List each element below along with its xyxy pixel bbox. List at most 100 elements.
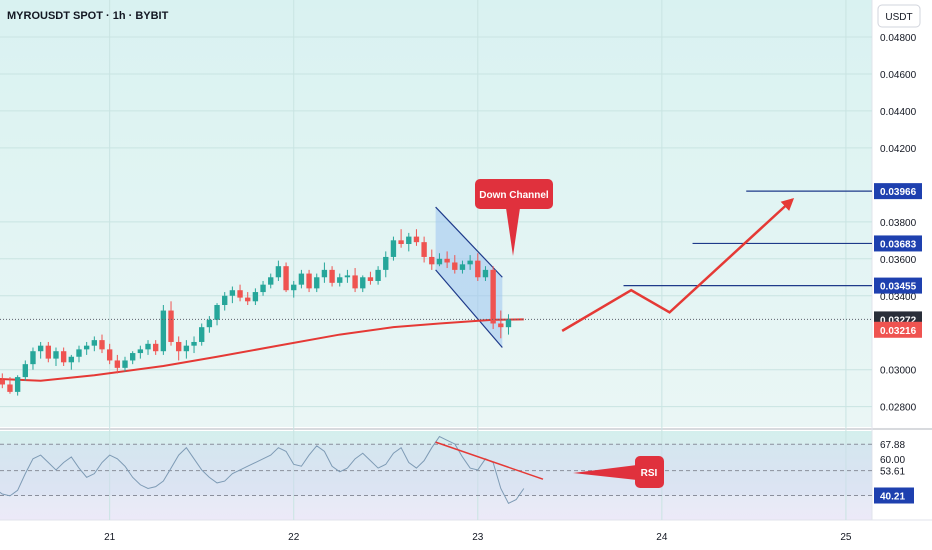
- currency-button[interactable]: USDT: [877, 4, 921, 28]
- rsi-trendline: [435, 441, 544, 480]
- price-tick-label: 0.03000: [880, 366, 917, 377]
- candle-body: [268, 277, 274, 285]
- red-level-label: 0.03216: [880, 326, 917, 337]
- candle-body: [206, 319, 213, 328]
- candle-body: [406, 236, 412, 244]
- candle-body: [337, 277, 343, 283]
- candle-body: [153, 343, 159, 352]
- candle-body: [145, 343, 151, 350]
- candle-body: [482, 269, 489, 278]
- moving-average: [0, 318, 524, 382]
- level-label: 0.03966: [880, 187, 917, 198]
- candle-body: [459, 264, 466, 270]
- down-channel-pointer: [506, 208, 520, 256]
- rsi-bands: [0, 443, 872, 497]
- rsi-callout: RSI: [573, 456, 664, 488]
- level-label: 0.03683: [880, 239, 917, 250]
- candle-body: [106, 349, 113, 361]
- candle-body: [275, 266, 282, 278]
- down-channel: [435, 206, 503, 348]
- candles: [0, 229, 512, 396]
- candle-body: [252, 292, 259, 302]
- rsi-polyline: [0, 435, 525, 504]
- candle-body: [68, 356, 75, 363]
- candle-body: [367, 277, 374, 281]
- price-tick-label: 0.04200: [880, 144, 917, 155]
- candle-body: [137, 349, 144, 354]
- level-label: 0.03455: [880, 282, 917, 293]
- candle-body: [214, 305, 220, 320]
- candle-body: [390, 240, 397, 257]
- candle-body: [129, 353, 136, 361]
- candle-body: [398, 240, 404, 244]
- time-axis-labels: 21 22 23 24 25: [104, 532, 852, 543]
- rsi-band-fill: [0, 444, 872, 496]
- callouts: Down Channel RSI: [475, 179, 664, 488]
- projection-arrow: [561, 197, 795, 332]
- rsi-tick-label: 53.61: [880, 467, 905, 478]
- down-channel-upper: [435, 206, 503, 278]
- candle-body: [14, 377, 21, 392]
- candle-body: [183, 345, 190, 352]
- moving-average-line: [0, 318, 524, 382]
- candle-body: [436, 258, 443, 265]
- price-tick-label: 0.04400: [880, 107, 917, 118]
- candle-body: [229, 290, 236, 296]
- time-tick-label: 22: [288, 532, 300, 543]
- candle-body: [429, 256, 435, 265]
- candle-body: [314, 277, 320, 289]
- candle-body: [222, 295, 228, 305]
- price-tick-label: 0.03400: [880, 292, 917, 303]
- price-tick-label: 0.04600: [880, 70, 917, 81]
- time-tick-label: 25: [840, 532, 852, 543]
- candle-body: [298, 273, 305, 285]
- candle-body: [0, 379, 5, 385]
- candle-body: [344, 275, 351, 278]
- chart-title: MYROUSDT SPOT · 1h · BYBIT: [7, 10, 169, 22]
- candle-body: [191, 341, 197, 346]
- candle-body: [176, 341, 182, 352]
- red-level-tag: [874, 321, 922, 338]
- candle-body: [260, 284, 266, 293]
- rsi-box: [635, 456, 664, 488]
- rsi-value-tag: [874, 487, 914, 504]
- projection-path: [561, 197, 795, 332]
- candle-body: [53, 351, 59, 359]
- candle-body: [329, 269, 335, 283]
- candle-body: [306, 273, 312, 289]
- price-tick-label: 0.03600: [880, 255, 917, 266]
- candle-body: [60, 351, 67, 363]
- candle-body: [321, 269, 328, 278]
- currency-button-label: USDT: [885, 12, 912, 23]
- rsi-tick-label: 67.88: [880, 440, 905, 451]
- rsi-tick-label: 60.00: [880, 455, 905, 466]
- price-tick-label: 0.03800: [880, 218, 917, 229]
- candle-body: [375, 269, 381, 281]
- candle-body: [37, 345, 44, 352]
- last-price-label: 0.03272: [880, 315, 917, 326]
- candle-body: [76, 349, 82, 357]
- candle-body: [360, 277, 366, 289]
- down-channel-label: Down Channel: [479, 190, 549, 201]
- level-tag: [874, 183, 922, 200]
- candle-body: [122, 360, 128, 368]
- candle-body: [160, 310, 167, 352]
- rsi-callout-label: RSI: [641, 468, 658, 479]
- rsi-pane-background: [0, 431, 872, 520]
- level-tag: [874, 235, 922, 252]
- price-levels: [0, 190, 872, 320]
- candle-body: [237, 290, 243, 298]
- candle-body: [168, 310, 174, 342]
- candle-body: [352, 275, 358, 289]
- candle-body: [444, 258, 450, 263]
- price-axis-background: [872, 0, 932, 550]
- rsi-pointer: [573, 465, 637, 480]
- candle-body: [114, 360, 121, 368]
- candle-body: [421, 242, 427, 257]
- time-tick-label: 21: [104, 532, 116, 543]
- candle-body: [22, 364, 28, 378]
- candle-body: [45, 345, 52, 359]
- time-tick-label: 24: [656, 532, 668, 543]
